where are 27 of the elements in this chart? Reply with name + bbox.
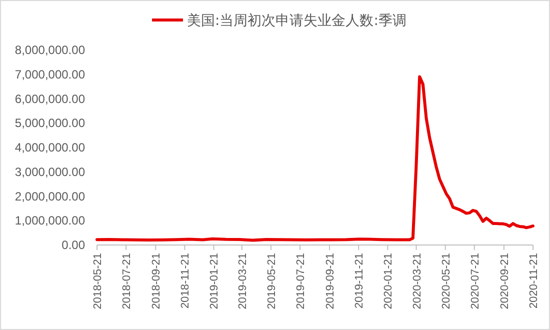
y-tick-label: 0.00 bbox=[62, 238, 86, 252]
y-tick-label: 6,000,000.00 bbox=[14, 92, 86, 106]
x-tick-label: 2020-11-21 bbox=[528, 253, 540, 308]
x-tick-label: 2019-01-21 bbox=[208, 253, 221, 310]
y-tick-label: 1,000,000.00 bbox=[14, 214, 86, 228]
x-tick-label: 2019-11-21 bbox=[354, 253, 366, 308]
x-tick-label: 2018-07-21 bbox=[121, 253, 134, 310]
line-series bbox=[96, 75, 534, 242]
x-tick-label: 2018-05-21 bbox=[92, 253, 104, 310]
x-tick-label: 2020-05-21 bbox=[440, 253, 452, 310]
y-tick-label: 4,000,000.00 bbox=[14, 140, 86, 154]
x-tick-label: 2019-09-21 bbox=[324, 253, 337, 310]
x-tick-label: 2018-09-21 bbox=[150, 253, 163, 310]
x-tick-label: 2019-07-21 bbox=[294, 253, 307, 310]
x-tick-label: 2020-03-21 bbox=[411, 253, 424, 310]
x-tick-label: 2020-09-21 bbox=[498, 253, 511, 310]
x-tick-label: 2019-03-21 bbox=[236, 253, 249, 310]
x-tick-label: 2020-07-21 bbox=[469, 253, 482, 310]
y-tick-label: 7,000,000.00 bbox=[14, 67, 86, 82]
x-tick-label: 2020-01-21 bbox=[382, 253, 395, 310]
y-tick-label: 2,000,000.00 bbox=[14, 189, 86, 204]
x-tick-label: 2019-05-21 bbox=[266, 253, 278, 310]
y-tick-label: 8,000,000.00 bbox=[14, 43, 86, 57]
y-tick-label: 5,000,000.00 bbox=[14, 116, 86, 130]
x-tick-label: 2018-11-21 bbox=[180, 253, 192, 308]
legend-label: 美国:当周初次申请失业金人数:季调 bbox=[187, 13, 406, 29]
y-tick-label: 3,000,000.00 bbox=[14, 164, 86, 179]
